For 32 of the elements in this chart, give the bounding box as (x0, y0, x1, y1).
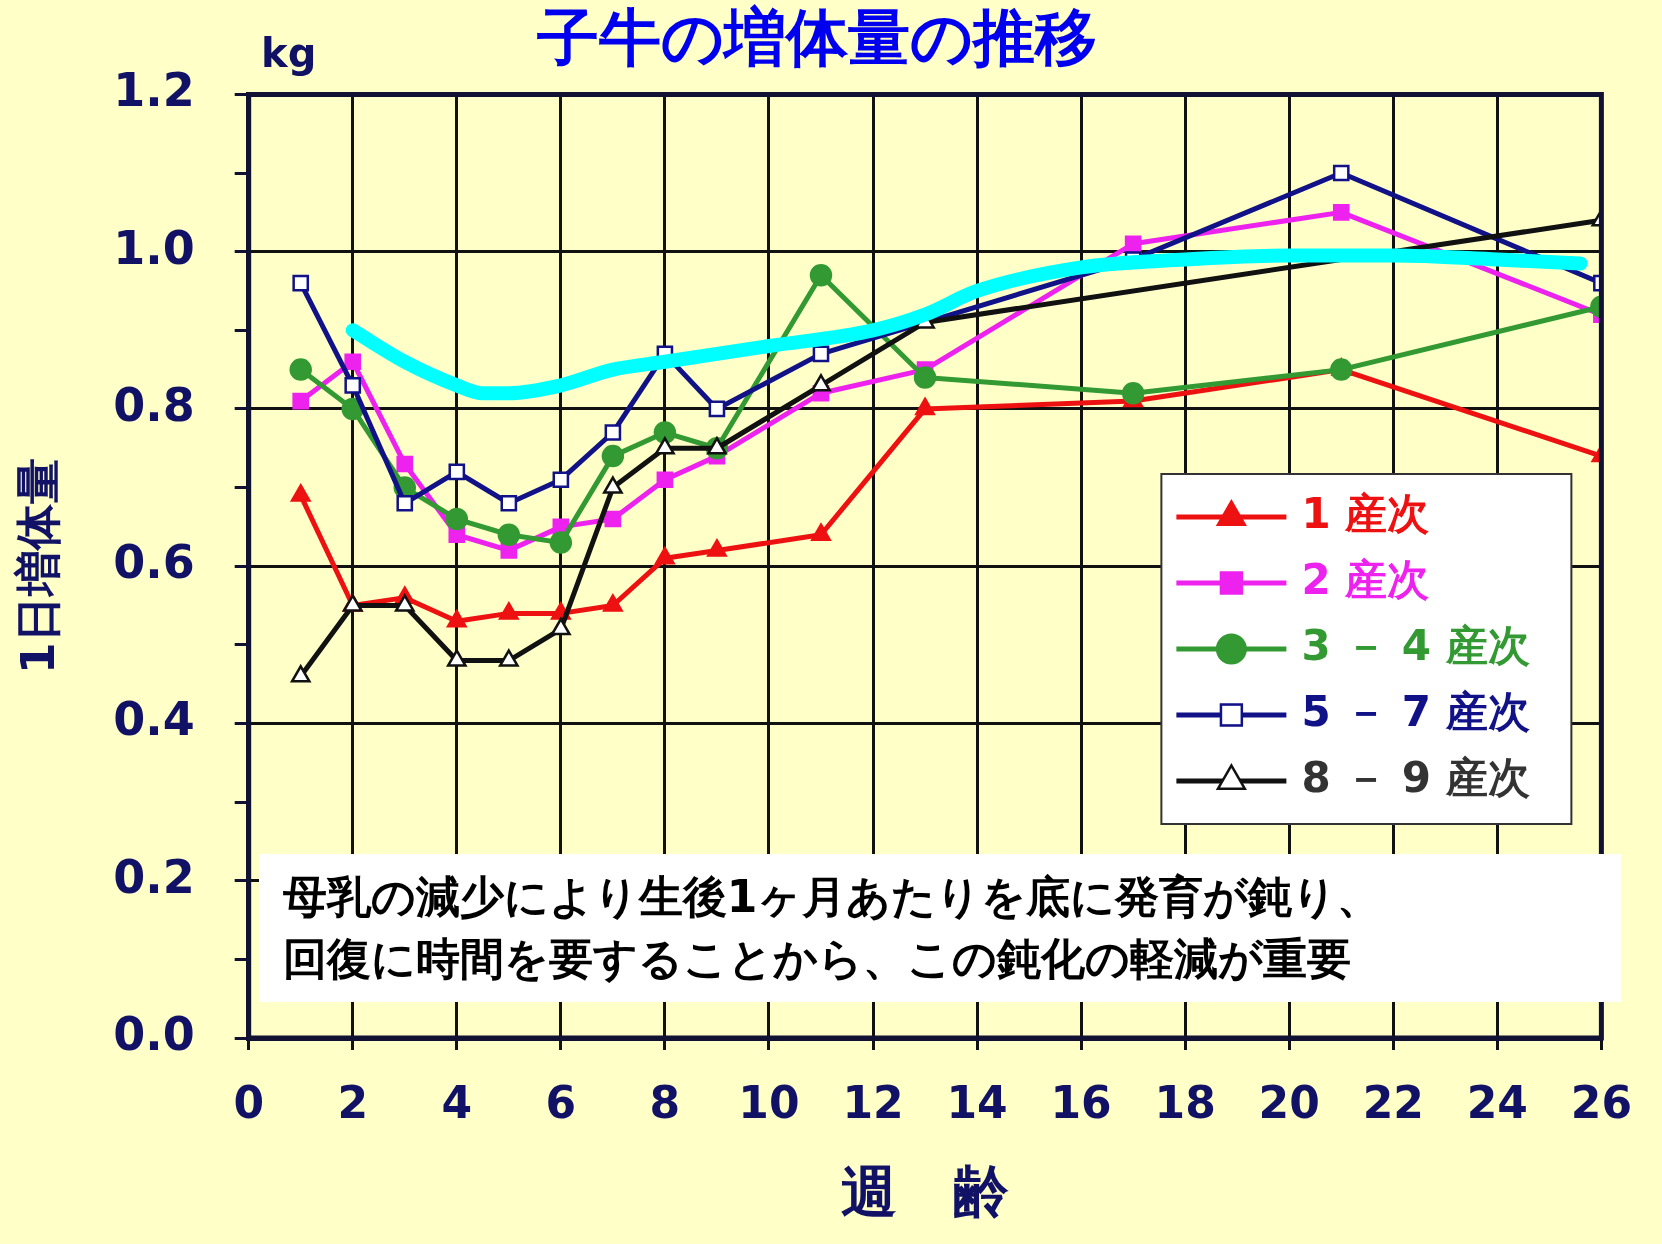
x-tick-label: 6 (545, 1076, 577, 1128)
y-tick-label: 1.0 (113, 220, 195, 275)
x-tick-label: 0 (233, 1076, 264, 1128)
x-tick-label: 10 (738, 1076, 800, 1128)
x-tick-label: 20 (1258, 1076, 1320, 1128)
x-tick-label: 4 (441, 1076, 473, 1128)
x-tick-label: 12 (842, 1076, 904, 1128)
x-tick-label: 14 (946, 1076, 1008, 1128)
x-tick-label: 26 (1570, 1076, 1632, 1128)
y-tick-label: 0.4 (113, 692, 195, 747)
y-tick-label: 0.2 (113, 849, 195, 904)
x-axis-title: 週 齢 (841, 1158, 1010, 1224)
chart-title: 子牛の増体量の推移 (537, 1, 1097, 75)
x-tick-label: 22 (1362, 1076, 1424, 1128)
y-tick-label: 0.8 (113, 377, 195, 432)
annotation: 母乳の減少により生後1ヶ月あたりを底に発育が鈍り、回復に時間を要することから、この鈍化の軽減が重要 (282, 870, 1383, 986)
legend-label: 2 産次 (1301, 554, 1430, 604)
x-tick-label: 2 (337, 1076, 369, 1128)
x-tick-label: 16 (1050, 1076, 1112, 1128)
x-tick-label: 24 (1466, 1076, 1528, 1128)
legend-label: 8 － 9 産次 (1301, 752, 1530, 802)
y-tick-label: 0.6 (113, 535, 195, 590)
legend-label: 1 産次 (1301, 488, 1430, 538)
y-axis-title: 1日増体量 (10, 458, 65, 675)
text: kg (261, 29, 317, 76)
legend-label: 5 － 7 産次 (1301, 686, 1530, 736)
text-box: 母乳の減少により生後1ヶ月あたりを底に発育が鈍り、回復に時間を要することから、この鈍化の軽減が重要 (258, 854, 1622, 1002)
y-tick-label: 0.0 (113, 1006, 195, 1061)
y-tick-label: 1.2 (113, 63, 195, 118)
x-tick-label: 18 (1154, 1076, 1216, 1128)
legend-label: 3 － 4 産次 (1301, 620, 1530, 670)
x-tick-label: 8 (649, 1076, 681, 1128)
